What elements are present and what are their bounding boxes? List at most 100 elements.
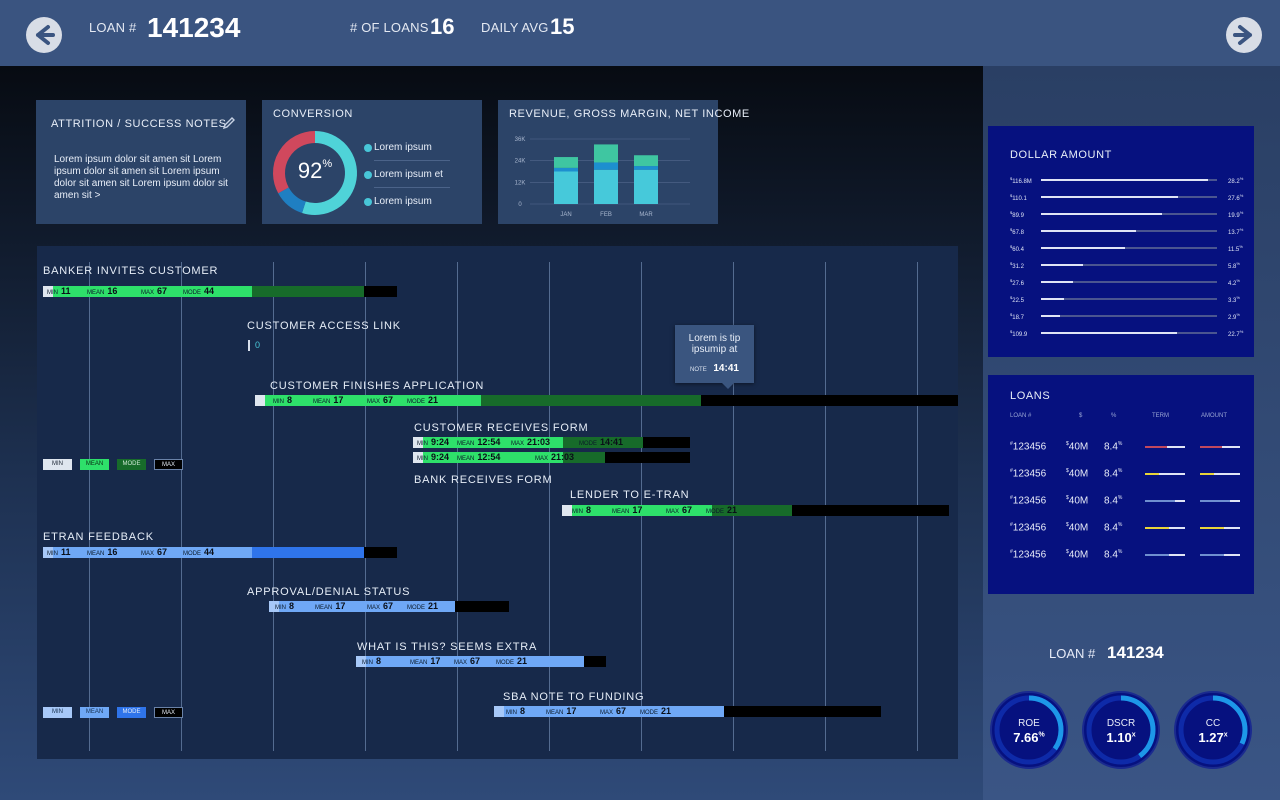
gauge-fill bbox=[994, 695, 1064, 765]
conversion-donut bbox=[273, 131, 357, 215]
bar-mean-key: MEAN bbox=[313, 399, 331, 405]
bar-fill bbox=[1145, 473, 1159, 475]
currency-symbol: $ bbox=[1066, 441, 1069, 447]
bar-max-label: MAX 21:03 bbox=[511, 437, 550, 448]
stage-bar[interactable]: MIN 8 MEAN 17 MAX 67 MODE 21 bbox=[562, 505, 949, 516]
amount-bar bbox=[1200, 527, 1240, 529]
loan-row[interactable]: #123456 $40M 8.4% bbox=[988, 468, 1254, 480]
percent-symbol: % bbox=[1239, 210, 1244, 215]
stage-title: CUSTOMER FINISHES APPLICATION bbox=[270, 380, 485, 392]
donut-segment bbox=[278, 187, 307, 213]
legend-chip: MEAN bbox=[80, 459, 109, 470]
dollar-amount-value: 27.6 bbox=[1012, 281, 1024, 287]
bar-max-label: MAX 67 bbox=[454, 656, 480, 667]
legend-chip: MIN bbox=[43, 459, 72, 470]
percent-value: 19.9 bbox=[1228, 213, 1240, 219]
stage-bar[interactable]: MIN 8 MEAN 17 MAX 67 MODE 21 bbox=[494, 706, 881, 717]
bar-max-key: MAX bbox=[666, 509, 680, 515]
amount-bar bbox=[1200, 473, 1240, 475]
bar-fill bbox=[1200, 473, 1214, 475]
term-bar bbox=[1145, 446, 1185, 448]
stage-title: CUSTOMER RECEIVES FORM bbox=[414, 422, 589, 434]
dollar-amount-label: $110.1 bbox=[1010, 193, 1027, 202]
bar-mean-segment bbox=[356, 656, 584, 667]
dollar-amount-value: 89.9 bbox=[1012, 213, 1024, 219]
stage-title: SBA NOTE TO FUNDING bbox=[503, 691, 645, 703]
bar-mode-key: MODE bbox=[407, 605, 425, 611]
bar-min-key: MIN bbox=[273, 399, 284, 405]
stage-bar[interactable]: MIN 8 MEAN 17 MAX 67 MODE 21 bbox=[269, 601, 509, 612]
loans-header-term: TERM bbox=[1152, 413, 1169, 419]
loan-number: 141234 bbox=[147, 12, 241, 43]
num-loans-value: 16 bbox=[430, 14, 455, 39]
loan-percent-value: 8.4 bbox=[1104, 468, 1118, 480]
x-tick-label: FEB bbox=[600, 212, 612, 218]
loan-row[interactable]: #123456 $40M 8.4% bbox=[988, 441, 1254, 453]
bar-mean-key: MEAN bbox=[457, 441, 475, 447]
bar-mode-label: MODE 44 bbox=[183, 547, 214, 558]
stage-bar[interactable]: MIN 9:24 MEAN 12:54 MAX 21:03 bbox=[413, 452, 690, 463]
loan-label: LOAN # bbox=[89, 20, 137, 35]
percent-symbol: % bbox=[1236, 312, 1240, 317]
bar-fill bbox=[1145, 446, 1167, 448]
dollar-amount-fill bbox=[1041, 298, 1064, 300]
bar-mean-label: MEAN 17 bbox=[313, 395, 343, 406]
pencil-icon[interactable] bbox=[222, 116, 236, 130]
bar-max-key: MAX bbox=[367, 399, 381, 405]
stage-bar[interactable]: MIN 8 MEAN 17 MAX 67 MODE 21 bbox=[356, 656, 606, 667]
gauge-label: CC bbox=[1205, 718, 1221, 729]
loan-row[interactable]: #123456 $40M 8.4% bbox=[988, 522, 1254, 534]
gauge-face bbox=[990, 691, 1068, 769]
dollar-amount-percent: 2.9% bbox=[1228, 312, 1240, 321]
conversion-value: 92 bbox=[297, 158, 323, 183]
forward-button[interactable] bbox=[1226, 17, 1262, 53]
bar-fill bbox=[1145, 527, 1169, 529]
legend-chip: MEAN bbox=[80, 707, 109, 718]
loan-row[interactable]: #123456 $40M 8.4% bbox=[988, 549, 1254, 561]
gauge-ring bbox=[1082, 691, 1160, 769]
stage-bar[interactable]: MIN 9:24 MEAN 12:54 MAX 21:03 MODE 14:41 bbox=[413, 437, 690, 448]
dollar-amount-row: $31.2 5.8% bbox=[988, 261, 1254, 271]
y-tick-label: 0 bbox=[518, 202, 522, 208]
bar-max-label: MAX 67 bbox=[141, 547, 167, 558]
bar-max-value: 67 bbox=[383, 395, 394, 405]
bar-max-value: 67 bbox=[616, 706, 627, 716]
tooltip-note-value: 14:41 bbox=[713, 363, 739, 374]
loan-percent-cell: 8.4% bbox=[1104, 495, 1122, 506]
donut-segment bbox=[273, 131, 316, 194]
bar-fill bbox=[1200, 500, 1230, 502]
loan-amount-cell: $40M bbox=[1066, 495, 1088, 506]
stage-bar[interactable]: MIN 11 MEAN 16 MAX 67 MODE 44 bbox=[43, 547, 397, 558]
loan-row[interactable]: #123456 $40M 8.4% bbox=[988, 495, 1254, 507]
dollar-amount-percent: 27.6% bbox=[1228, 193, 1243, 202]
stage-bar[interactable]: MIN 8 MEAN 17 MAX 67 MODE 21 bbox=[255, 395, 958, 406]
bar-max-key: MAX bbox=[600, 710, 614, 716]
loan-amount-value: 40M bbox=[1068, 549, 1089, 561]
bar-mode-value: 21 bbox=[517, 656, 528, 666]
loan-percent-value: 8.4 bbox=[1104, 549, 1118, 561]
loan-number-cell: #123456 bbox=[1010, 468, 1046, 479]
bar-max-label: MAX 67 bbox=[600, 706, 626, 717]
gauge-value-wrap: 1.27x bbox=[1173, 730, 1253, 745]
dollar-amount-percent: 28.2% bbox=[1228, 176, 1243, 185]
revenue-bar-segment bbox=[554, 171, 578, 204]
stage-bar[interactable]: MIN 11 MEAN 16 MAX 67 MODE 44 bbox=[43, 286, 397, 297]
bar-mean-key: MEAN bbox=[457, 456, 475, 462]
bar-mean-segment bbox=[43, 547, 252, 558]
gauge-ring bbox=[1174, 691, 1252, 769]
loan-percent-value: 8.4 bbox=[1104, 495, 1118, 507]
legend-dot bbox=[364, 171, 372, 179]
loan-amount-value: 40M bbox=[1068, 495, 1089, 507]
bar-fill bbox=[1145, 554, 1169, 556]
bar-fill bbox=[1145, 500, 1175, 502]
percent-symbol: % bbox=[1239, 227, 1244, 232]
bar-mean-label: MEAN 17 bbox=[612, 505, 642, 516]
back-button[interactable] bbox=[26, 17, 62, 53]
loans-title: LOANS bbox=[1010, 390, 1051, 402]
percent-symbol: % bbox=[1239, 193, 1244, 198]
loan-amount-value: 40M bbox=[1068, 522, 1089, 534]
gauge-value-wrap: 7.66% bbox=[989, 730, 1069, 745]
legend-label: Lorem ipsum bbox=[374, 196, 432, 207]
bar-mode-value: 14:41 bbox=[600, 437, 624, 447]
revenue-bar-segment bbox=[634, 155, 658, 167]
